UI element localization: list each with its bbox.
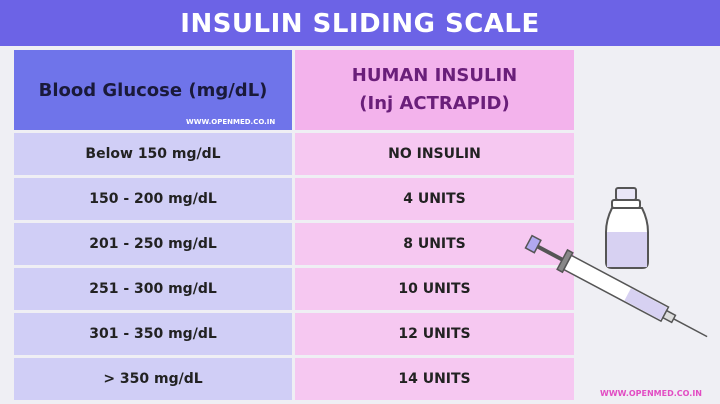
table-cell: 10 UNITS — [295, 268, 574, 310]
watermark: WWW.OPENMED.CO.IN — [186, 118, 276, 126]
title: INSULIN SLIDING SCALE — [0, 0, 720, 46]
table-cell: 12 UNITS — [295, 313, 574, 355]
header-cell: Blood Glucose (mg/dL) — [14, 50, 292, 130]
table-cell: Below 150 mg/dL — [14, 133, 292, 175]
header-line: (Inj ACTRAPID) — [359, 93, 510, 114]
table-cell: 4 UNITS — [295, 178, 574, 220]
table-cell: 201 - 250 mg/dL — [14, 223, 292, 265]
table-cell: 301 - 350 mg/dL — [14, 313, 292, 355]
table-cell: 251 - 300 mg/dL — [14, 268, 292, 310]
watermark: WWW.OPENMED.CO.IN — [600, 389, 702, 398]
header-line: HUMAN INSULIN — [351, 65, 518, 86]
table-cell: NO INSULIN — [295, 133, 574, 175]
table-cell: > 350 mg/dL — [14, 358, 292, 400]
vial — [605, 187, 649, 269]
syringe — [524, 234, 708, 338]
table-cell: 14 UNITS — [295, 358, 574, 400]
header-cell: HUMAN INSULIN (Inj ACTRAPID) — [295, 50, 574, 130]
table-cell: 150 - 200 mg/dL — [14, 178, 292, 220]
